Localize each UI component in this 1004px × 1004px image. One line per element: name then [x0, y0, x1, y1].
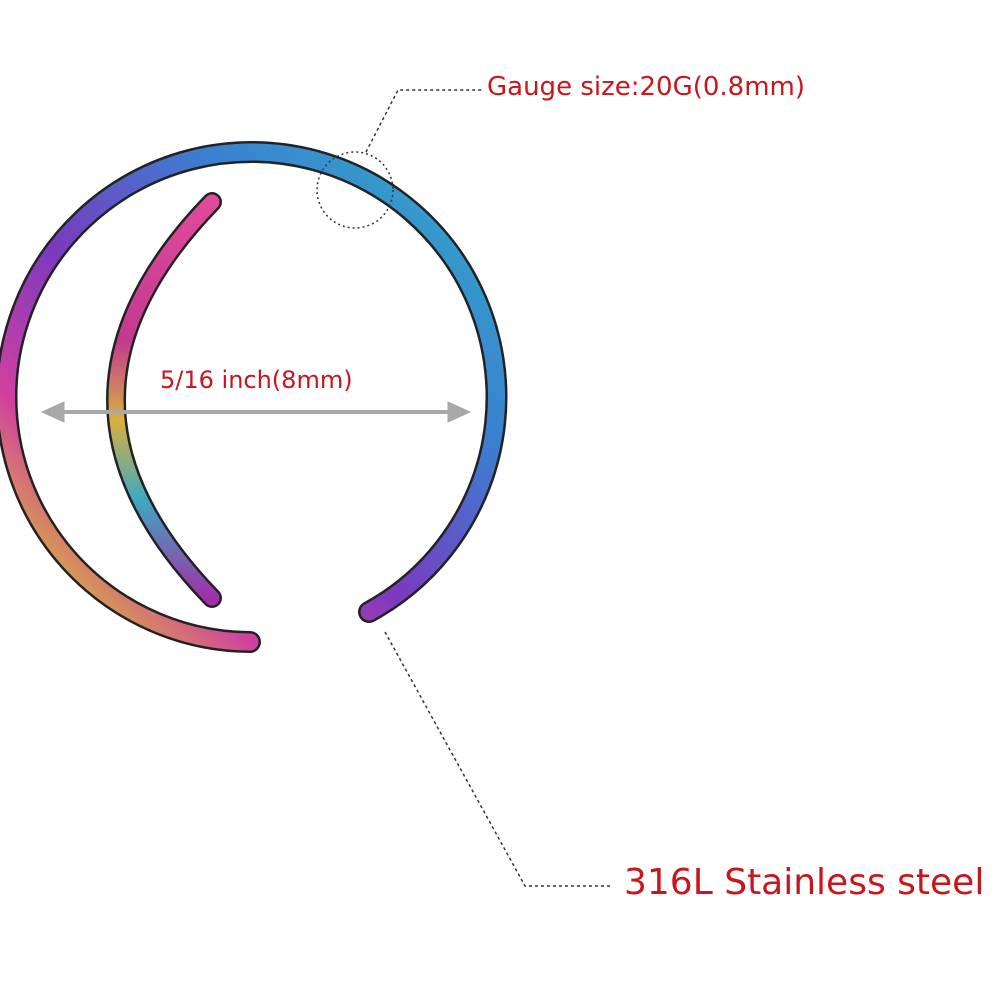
material-label: 316L Stainless steel — [624, 862, 985, 903]
crescent-bar — [106, 192, 222, 608]
diameter-label: 5/16 inch(8mm) — [160, 366, 353, 394]
diameter-arrow — [40, 401, 472, 423]
ring — [0, 141, 508, 653]
gauge-highlight-circle — [316, 151, 394, 229]
material-leader-line — [384, 631, 612, 887]
gauge-size-label: Gauge size:20G(0.8mm) — [487, 72, 806, 102]
gauge-leader-line — [365, 89, 483, 153]
